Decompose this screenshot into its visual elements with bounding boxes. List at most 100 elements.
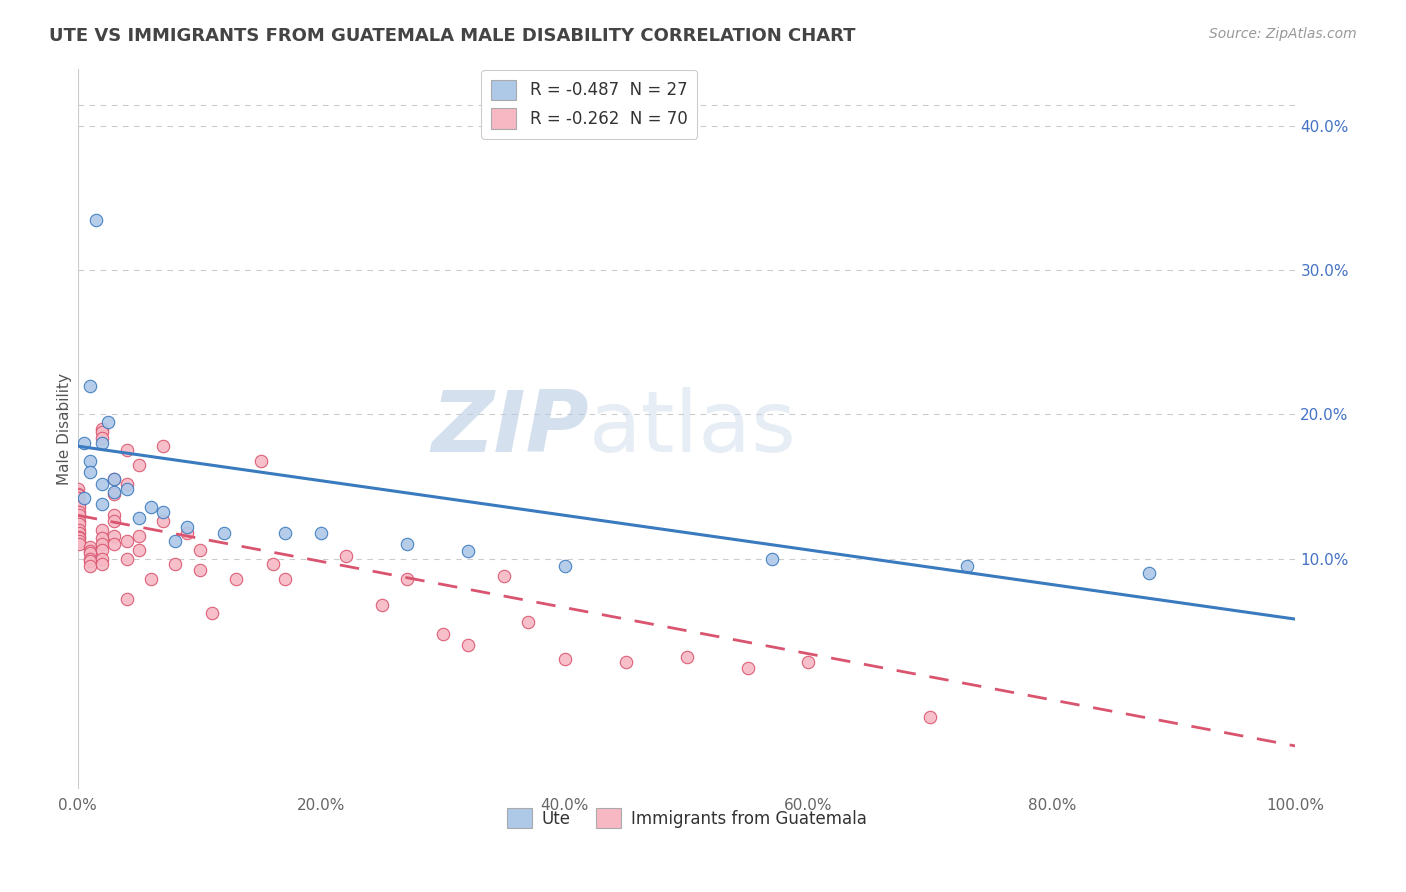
Point xyxy=(73,436,96,450)
Point xyxy=(67,537,90,551)
Text: ZIP: ZIP xyxy=(432,387,589,470)
Point xyxy=(432,626,454,640)
Point xyxy=(79,554,101,568)
Point xyxy=(79,551,101,566)
Point xyxy=(139,500,162,514)
Point xyxy=(79,546,101,560)
Point xyxy=(554,558,576,573)
Point xyxy=(91,497,114,511)
Text: atlas: atlas xyxy=(589,387,797,470)
Point xyxy=(1137,566,1160,580)
Point xyxy=(103,472,125,486)
Point xyxy=(614,656,637,670)
Point xyxy=(176,525,198,540)
Point xyxy=(103,487,125,501)
Point xyxy=(761,551,783,566)
Point xyxy=(115,551,138,566)
Point xyxy=(66,483,89,497)
Point xyxy=(920,710,942,724)
Point xyxy=(554,652,576,666)
Point xyxy=(103,472,125,486)
Point xyxy=(66,491,89,505)
Point xyxy=(115,443,138,458)
Point xyxy=(115,534,138,549)
Point xyxy=(188,563,211,577)
Point xyxy=(152,506,174,520)
Point xyxy=(737,661,759,675)
Point xyxy=(79,378,101,392)
Point xyxy=(67,497,90,511)
Point xyxy=(67,523,90,537)
Point xyxy=(79,558,101,573)
Point xyxy=(262,558,284,572)
Point xyxy=(91,422,114,436)
Point xyxy=(212,525,235,540)
Point xyxy=(66,488,89,502)
Point xyxy=(67,514,90,528)
Point xyxy=(67,500,90,514)
Point xyxy=(67,516,90,531)
Point xyxy=(395,537,418,551)
Y-axis label: Male Disability: Male Disability xyxy=(58,373,72,485)
Point xyxy=(79,465,101,479)
Point xyxy=(103,508,125,523)
Point xyxy=(165,558,187,572)
Point xyxy=(165,534,187,549)
Point xyxy=(395,572,418,586)
Point xyxy=(67,506,90,520)
Point xyxy=(91,476,114,491)
Point xyxy=(152,439,174,453)
Point xyxy=(91,543,114,558)
Point xyxy=(79,544,101,558)
Point xyxy=(225,572,247,586)
Point xyxy=(67,530,90,544)
Point xyxy=(91,537,114,551)
Point xyxy=(457,544,479,558)
Point xyxy=(797,656,820,670)
Point xyxy=(91,436,114,450)
Point xyxy=(115,591,138,606)
Point xyxy=(956,558,979,573)
Point xyxy=(176,520,198,534)
Point xyxy=(84,212,107,227)
Point xyxy=(91,532,114,546)
Point xyxy=(91,523,114,537)
Point xyxy=(73,491,96,505)
Point xyxy=(128,458,150,472)
Point xyxy=(274,525,297,540)
Text: UTE VS IMMIGRANTS FROM GUATEMALA MALE DISABILITY CORRELATION CHART: UTE VS IMMIGRANTS FROM GUATEMALA MALE DI… xyxy=(49,27,856,45)
Point xyxy=(128,543,150,558)
Point xyxy=(152,514,174,528)
Point xyxy=(91,425,114,439)
Point xyxy=(67,508,90,523)
Point xyxy=(517,615,540,629)
Point xyxy=(115,483,138,497)
Point xyxy=(335,549,357,563)
Point xyxy=(115,476,138,491)
Point xyxy=(91,551,114,566)
Point xyxy=(97,415,120,429)
Point xyxy=(66,487,89,501)
Point xyxy=(675,649,697,664)
Point xyxy=(128,528,150,542)
Point xyxy=(67,532,90,546)
Point xyxy=(79,540,101,554)
Point xyxy=(103,485,125,500)
Point xyxy=(311,525,333,540)
Point xyxy=(188,543,211,558)
Point xyxy=(371,598,394,612)
Legend: Ute, Immigrants from Guatemala: Ute, Immigrants from Guatemala xyxy=(501,801,873,835)
Point xyxy=(79,453,101,467)
Point xyxy=(201,607,224,621)
Point xyxy=(91,430,114,444)
Point xyxy=(457,638,479,652)
Point xyxy=(492,569,515,583)
Point xyxy=(249,453,271,467)
Point xyxy=(91,558,114,572)
Point xyxy=(103,528,125,542)
Point xyxy=(67,534,90,549)
Point xyxy=(103,514,125,528)
Point xyxy=(67,525,90,540)
Point xyxy=(128,511,150,525)
Point xyxy=(274,572,297,586)
